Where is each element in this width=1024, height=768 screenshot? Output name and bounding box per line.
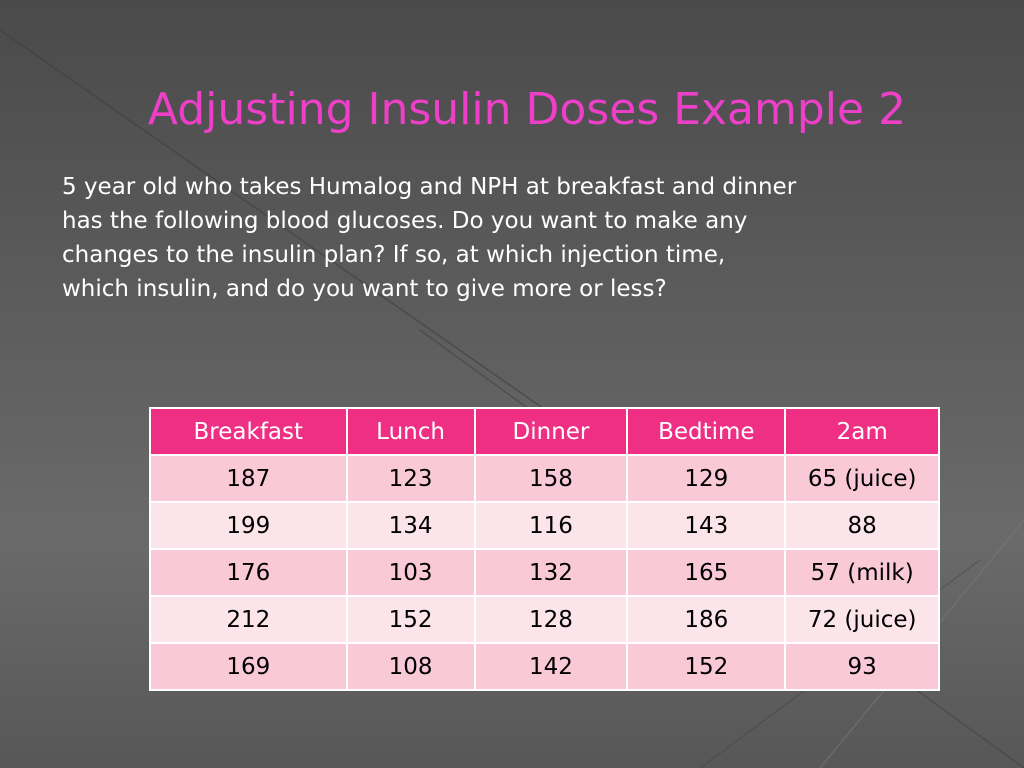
table-cell: 72 (juice): [784, 595, 940, 644]
table-cell: 57 (milk): [784, 548, 940, 597]
header-breakfast: Breakfast: [149, 407, 348, 456]
table-row: 199 134 116 143 88: [149, 501, 940, 550]
table-cell: 65 (juice): [784, 454, 940, 503]
table-cell: 123: [345, 454, 476, 503]
table-cell: 165: [626, 548, 787, 597]
table-cell: 158: [473, 454, 629, 503]
table-cell: 88: [784, 501, 940, 550]
header-2am: 2am: [784, 407, 940, 456]
slide-body-text: 5 year old who takes Humalog and NPH at …: [62, 174, 797, 302]
table-cell: 134: [345, 501, 476, 550]
table-row: 176 103 132 165 57 (milk): [149, 548, 940, 597]
table-cell: 212: [149, 595, 348, 644]
table-row: 169 108 142 152 93: [149, 642, 940, 691]
table-cell: 169: [149, 642, 348, 691]
table-cell: 108: [345, 642, 476, 691]
table-cell: 186: [626, 595, 787, 644]
table-row: 212 152 128 186 72 (juice): [149, 595, 940, 644]
table-header-row: Breakfast Lunch Dinner Bedtime 2am: [149, 407, 940, 456]
table-cell: 142: [473, 642, 629, 691]
table-cell: 143: [626, 501, 787, 550]
table-cell: 132: [473, 548, 629, 597]
table-cell: 199: [149, 501, 348, 550]
table-cell: 128: [473, 595, 629, 644]
table-cell: 152: [345, 595, 476, 644]
table-row: 187 123 158 129 65 (juice): [149, 454, 940, 503]
table-cell: 176: [149, 548, 348, 597]
table-cell: 152: [626, 642, 787, 691]
table-cell: 129: [626, 454, 787, 503]
header-dinner: Dinner: [473, 407, 629, 456]
table-cell: 187: [149, 454, 348, 503]
header-bedtime: Bedtime: [626, 407, 787, 456]
header-lunch: Lunch: [345, 407, 476, 456]
slide-title: Adjusting Insulin Doses Example 2: [147, 84, 907, 135]
blood-glucose-table: Breakfast Lunch Dinner Bedtime 2am 187 1…: [149, 407, 940, 691]
table-cell: 93: [784, 642, 940, 691]
table-cell: 116: [473, 501, 629, 550]
table-cell: 103: [345, 548, 476, 597]
